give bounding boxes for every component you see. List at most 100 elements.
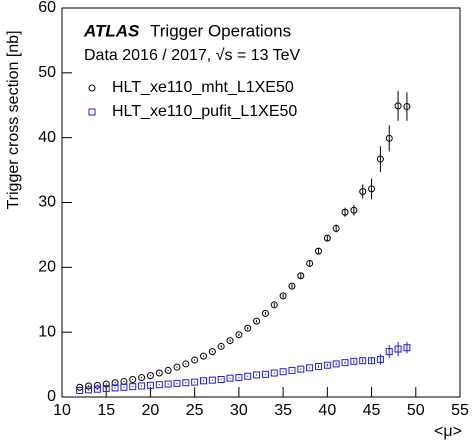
point bbox=[288, 366, 296, 374]
y-tick-label: 10 bbox=[38, 323, 56, 340]
point bbox=[368, 357, 376, 365]
y-tick-label: 20 bbox=[38, 259, 56, 276]
x-axis-label: <μ> bbox=[434, 423, 462, 440]
annotation: Data 2016 / 2017, √s = 13 TeV bbox=[84, 47, 301, 64]
point bbox=[200, 352, 208, 360]
point bbox=[146, 372, 154, 380]
point bbox=[385, 134, 393, 142]
point bbox=[279, 368, 287, 376]
point bbox=[341, 359, 349, 367]
point bbox=[111, 384, 119, 392]
point bbox=[403, 344, 411, 352]
point bbox=[306, 364, 314, 372]
point bbox=[111, 379, 119, 387]
point bbox=[341, 208, 349, 216]
point bbox=[155, 381, 163, 389]
point bbox=[235, 374, 243, 382]
point bbox=[164, 366, 172, 374]
point bbox=[120, 383, 128, 391]
y-tick-label: 30 bbox=[38, 194, 56, 211]
x-tick-label: 15 bbox=[97, 402, 115, 419]
point bbox=[288, 282, 296, 290]
point bbox=[297, 272, 305, 280]
chart-title: ATLAS bbox=[83, 21, 140, 40]
point bbox=[306, 259, 314, 267]
plot-frame bbox=[61, 7, 461, 398]
point bbox=[200, 377, 208, 385]
legend-label: HLT_xe110_pufit_L1XE50 bbox=[112, 103, 297, 120]
point bbox=[403, 103, 411, 111]
point bbox=[394, 102, 402, 110]
point bbox=[394, 345, 402, 353]
x-tick-label: 10 bbox=[53, 402, 71, 419]
point bbox=[146, 381, 154, 389]
point bbox=[129, 383, 137, 391]
point bbox=[314, 363, 322, 371]
point bbox=[376, 155, 384, 163]
point bbox=[270, 369, 278, 377]
point bbox=[253, 371, 261, 379]
point bbox=[314, 247, 322, 255]
point bbox=[332, 224, 340, 232]
point bbox=[208, 348, 216, 356]
x-tick-label: 50 bbox=[407, 402, 425, 419]
point bbox=[261, 309, 269, 317]
x-tick-label: 40 bbox=[318, 402, 336, 419]
point bbox=[173, 379, 181, 387]
y-tick-label: 0 bbox=[47, 388, 56, 405]
legend-marker bbox=[88, 108, 96, 116]
point bbox=[93, 385, 101, 393]
point bbox=[208, 376, 216, 384]
y-tick-label: 40 bbox=[38, 129, 56, 146]
point bbox=[350, 206, 358, 214]
point bbox=[182, 360, 190, 368]
point bbox=[350, 357, 358, 365]
x-tick-label: 30 bbox=[230, 402, 248, 419]
point bbox=[244, 372, 252, 380]
point bbox=[359, 187, 367, 195]
legend-marker bbox=[88, 84, 96, 92]
point bbox=[226, 374, 234, 382]
point bbox=[270, 301, 278, 309]
point bbox=[191, 378, 199, 386]
point bbox=[164, 380, 172, 388]
point bbox=[217, 342, 225, 350]
point bbox=[191, 356, 199, 364]
point bbox=[279, 292, 287, 300]
point bbox=[261, 370, 269, 378]
point bbox=[323, 361, 331, 369]
point bbox=[253, 317, 261, 325]
point bbox=[173, 363, 181, 371]
x-tick-label: 20 bbox=[142, 402, 160, 419]
point bbox=[155, 369, 163, 377]
point bbox=[297, 365, 305, 373]
point bbox=[235, 331, 243, 339]
point bbox=[385, 348, 393, 356]
point bbox=[138, 382, 146, 390]
x-tick-label: 55 bbox=[451, 402, 469, 419]
point bbox=[85, 386, 93, 394]
point bbox=[85, 382, 93, 390]
point bbox=[138, 374, 146, 382]
point bbox=[217, 375, 225, 383]
point bbox=[226, 337, 234, 345]
point bbox=[359, 357, 367, 365]
x-tick-label: 45 bbox=[363, 402, 381, 419]
point bbox=[323, 234, 331, 242]
point bbox=[332, 360, 340, 368]
x-tick-label: 25 bbox=[186, 402, 204, 419]
point bbox=[244, 324, 252, 332]
point bbox=[129, 375, 137, 383]
legend-label: HLT_xe110_mht_L1XE50 bbox=[112, 79, 294, 96]
point bbox=[93, 381, 101, 389]
point bbox=[368, 185, 376, 193]
y-axis-label: Trigger cross section [nb] bbox=[5, 30, 22, 209]
point bbox=[102, 380, 110, 388]
point bbox=[76, 387, 84, 395]
point bbox=[182, 379, 190, 387]
point bbox=[102, 385, 110, 393]
chart-subtitle: Trigger Operations bbox=[150, 21, 291, 40]
point bbox=[376, 355, 384, 363]
y-tick-label: 50 bbox=[38, 64, 56, 81]
